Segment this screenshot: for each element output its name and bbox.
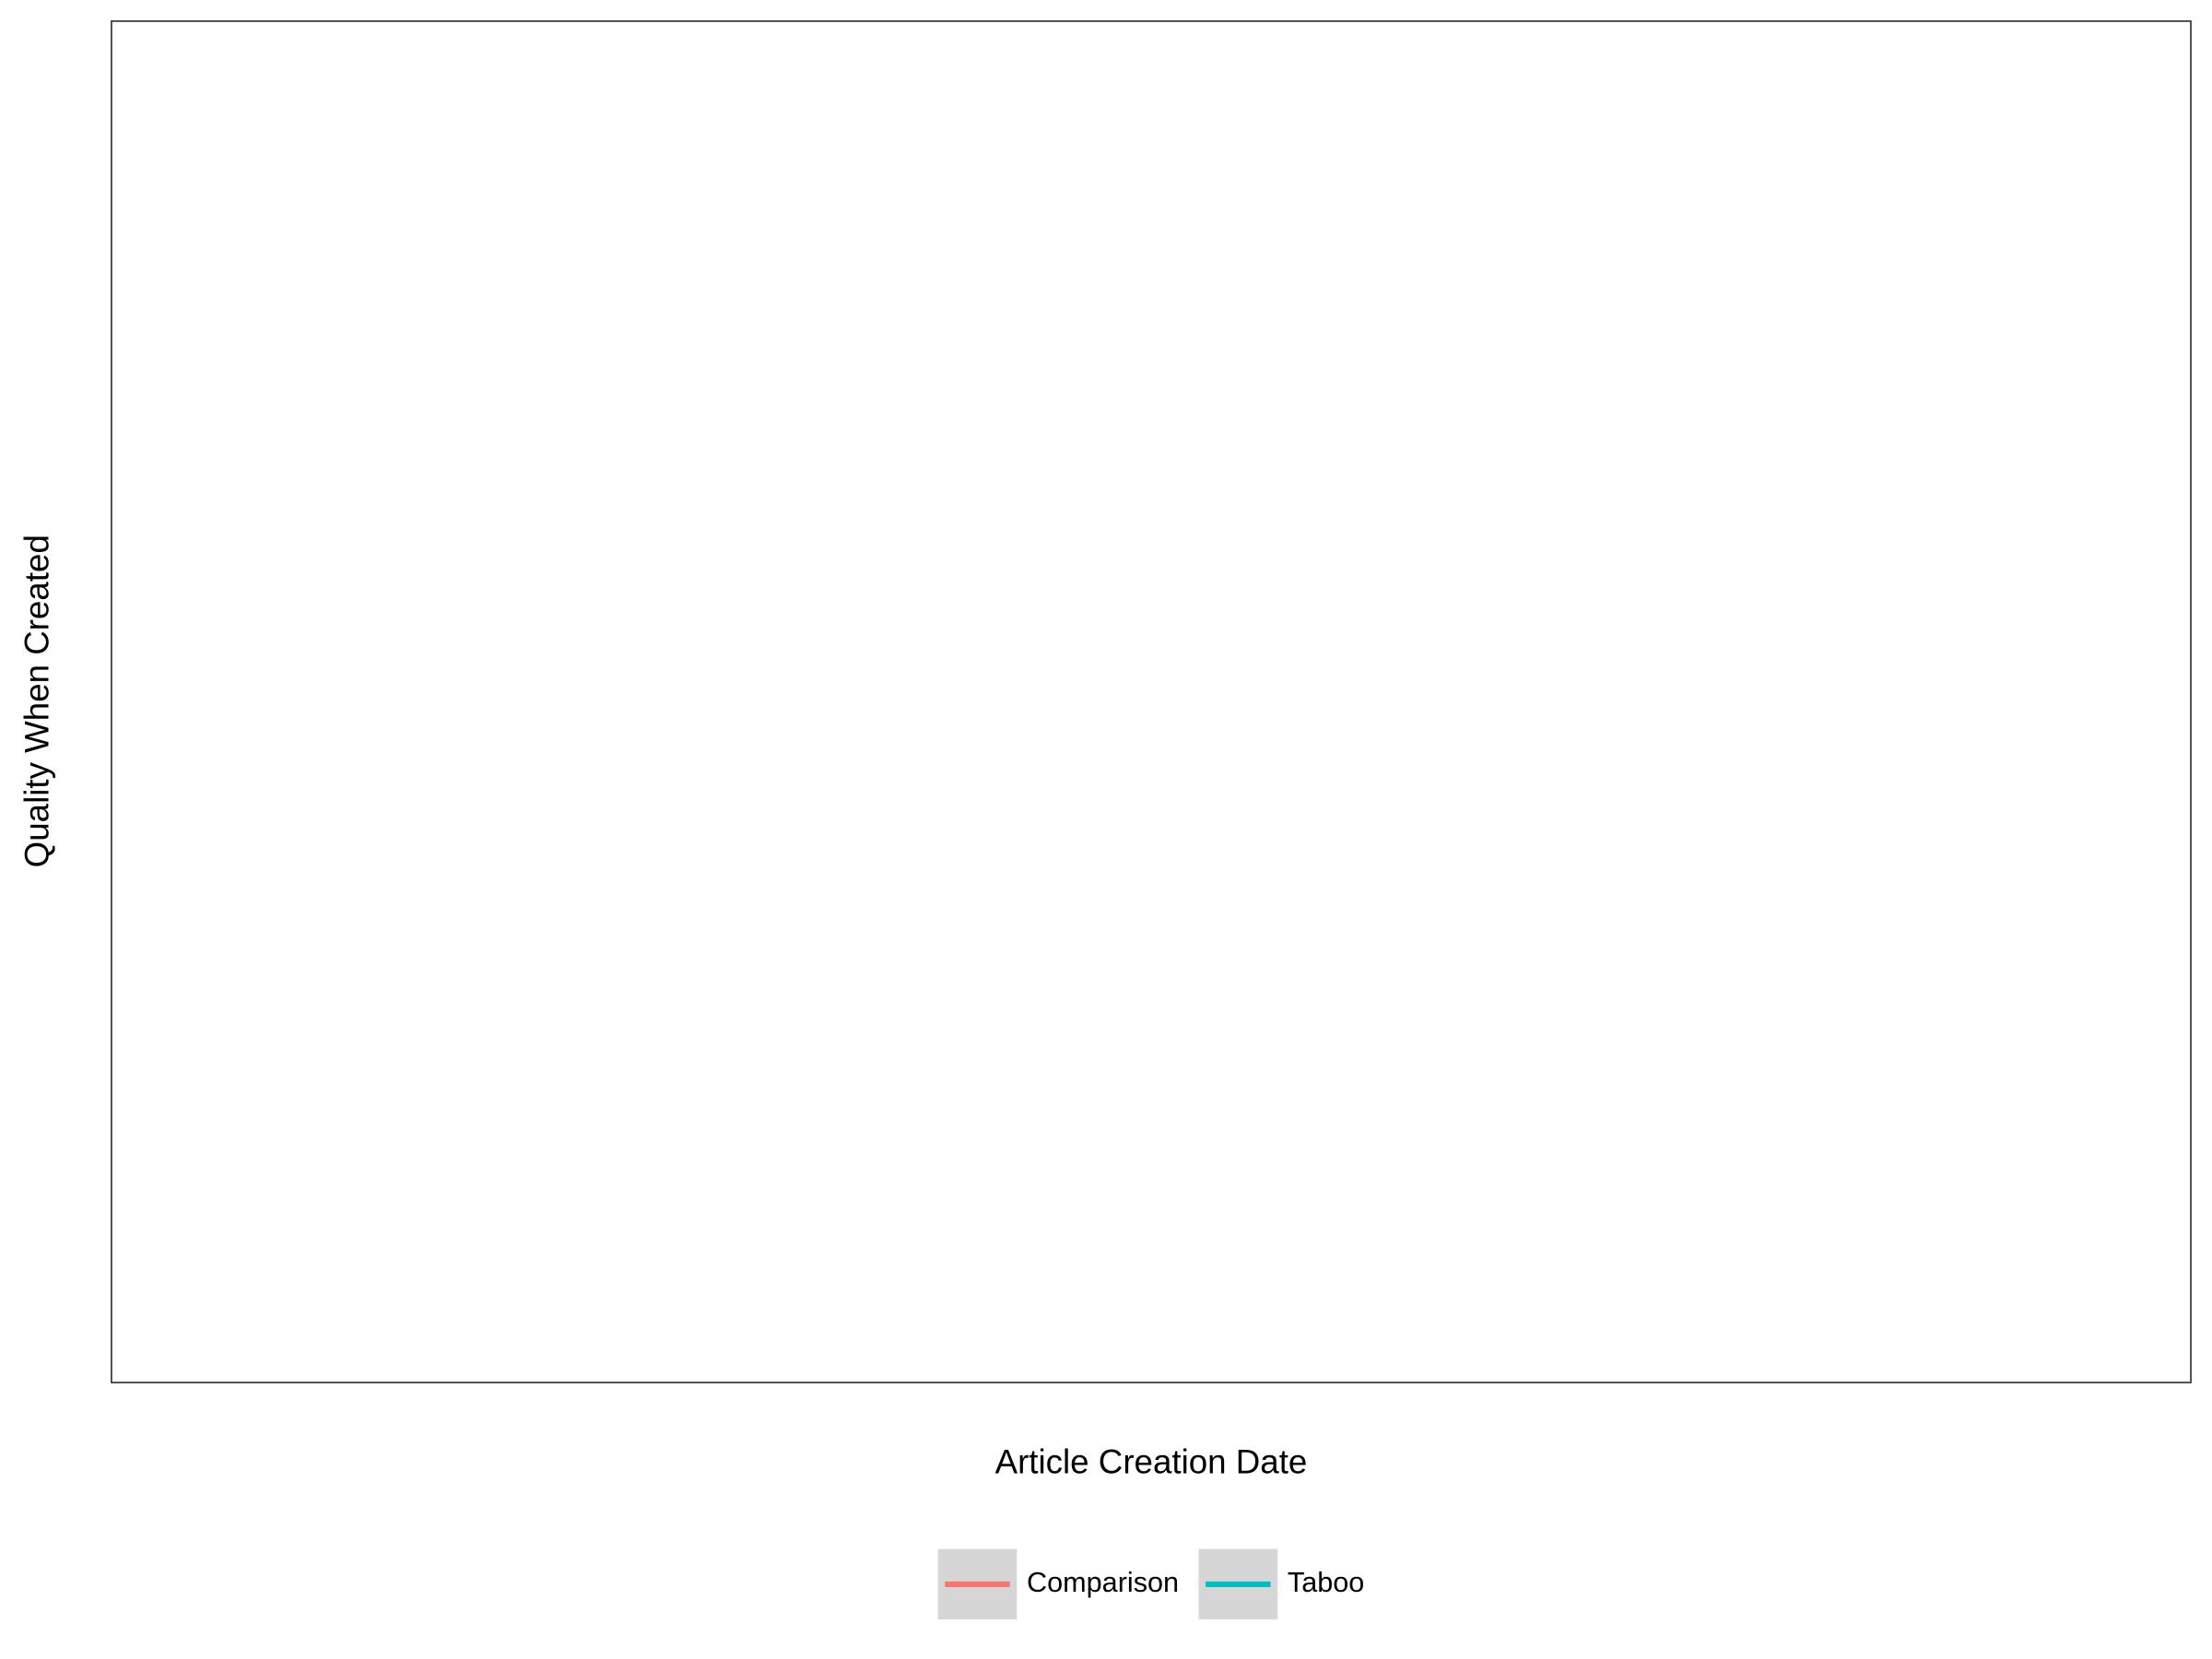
legend-label: Comparison	[1027, 1567, 1179, 1598]
y-axis-title: Quality When Created	[18, 535, 56, 867]
legend-label: Taboo	[1288, 1567, 1364, 1598]
plot-border	[111, 20, 2192, 1383]
x-axis-title: Article Creation Date	[995, 1442, 1308, 1480]
legend: Comparison Taboo	[937, 1548, 1364, 1620]
